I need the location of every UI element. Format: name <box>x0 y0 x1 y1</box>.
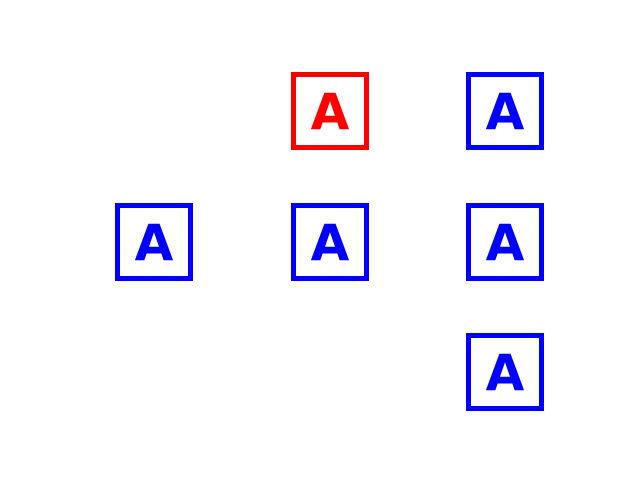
tile-letter: A <box>485 214 525 272</box>
tile-letter: A <box>485 344 525 402</box>
tile-blue-a[interactable]: A <box>115 203 193 281</box>
tile-letter: A <box>310 83 350 141</box>
tile-letter: A <box>485 83 525 141</box>
tile-blue-a[interactable]: A <box>466 203 544 281</box>
tile-blue-a[interactable]: A <box>291 203 369 281</box>
tile-red-a[interactable]: A <box>291 72 369 150</box>
tile-letter: A <box>310 214 350 272</box>
tile-blue-a[interactable]: A <box>466 333 544 411</box>
tile-letter: A <box>134 214 174 272</box>
tile-blue-a[interactable]: A <box>466 72 544 150</box>
